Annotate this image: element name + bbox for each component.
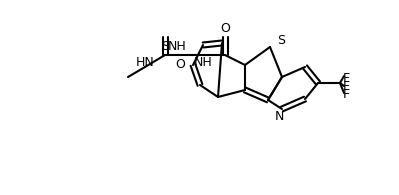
Text: N: N bbox=[275, 111, 284, 123]
Text: S: S bbox=[277, 35, 285, 48]
Text: F: F bbox=[342, 72, 350, 84]
Text: O: O bbox=[220, 22, 230, 35]
Text: NH: NH bbox=[168, 41, 186, 53]
Text: NH: NH bbox=[194, 57, 212, 69]
Text: O: O bbox=[175, 58, 185, 72]
Text: F: F bbox=[342, 88, 350, 100]
Text: F: F bbox=[342, 80, 350, 92]
Text: HN: HN bbox=[136, 56, 154, 68]
Text: S: S bbox=[161, 40, 169, 52]
